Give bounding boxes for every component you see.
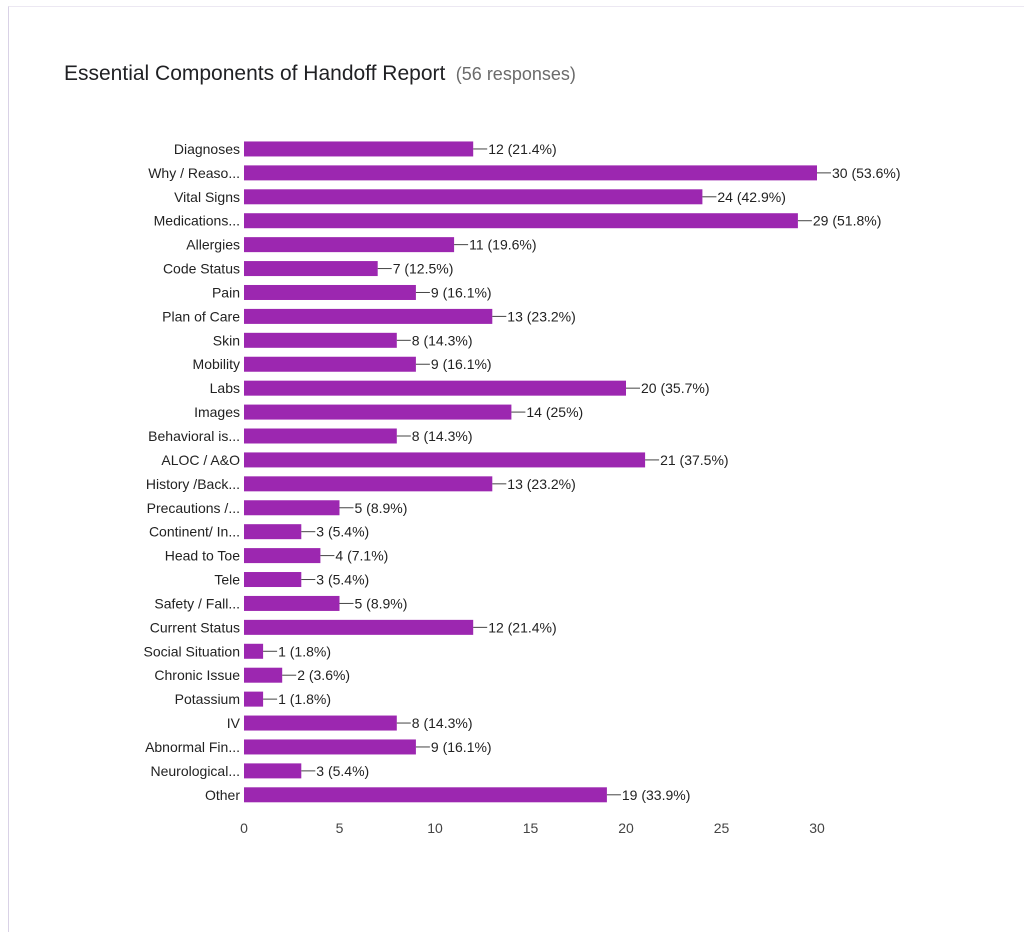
bar — [244, 787, 607, 803]
bar — [244, 404, 512, 420]
bar — [244, 452, 646, 468]
bar — [244, 332, 397, 348]
data-label: 8 (14.3%) — [412, 428, 473, 444]
bar — [244, 524, 302, 540]
category-label: Why / Reaso... — [148, 165, 240, 181]
response-count: (56 responses) — [455, 64, 576, 84]
data-label: 14 (25%) — [526, 404, 583, 420]
category-label: History /Back... — [146, 476, 240, 492]
bar — [244, 213, 798, 229]
data-label: 24 (42.9%) — [717, 189, 785, 205]
bar — [244, 428, 397, 444]
category-label: Medications... — [154, 213, 240, 229]
category-label: Pain — [212, 284, 240, 300]
x-tick-label: 10 — [427, 820, 443, 836]
category-label: Neurological... — [151, 763, 241, 779]
data-label: 5 (8.9%) — [355, 595, 408, 611]
data-label: 3 (5.4%) — [316, 524, 369, 540]
category-label: Labs — [210, 380, 240, 396]
bar — [244, 284, 416, 300]
data-label: 12 (21.4%) — [488, 619, 556, 635]
bar — [244, 165, 817, 181]
data-label: 2 (3.6%) — [297, 667, 350, 683]
category-label: Current Status — [150, 619, 240, 635]
x-tick-label: 5 — [336, 820, 344, 836]
bar — [244, 595, 340, 611]
bar — [244, 476, 493, 492]
bar — [244, 189, 703, 205]
category-label: Allergies — [186, 237, 240, 253]
bar — [244, 500, 340, 516]
data-label: 3 (5.4%) — [316, 572, 369, 588]
category-label: Safety / Fall... — [154, 595, 240, 611]
data-label: 3 (5.4%) — [316, 763, 369, 779]
category-label: Plan of Care — [162, 308, 240, 324]
data-label: 1 (1.8%) — [278, 643, 331, 659]
x-tick-label: 15 — [523, 820, 539, 836]
bar — [244, 763, 302, 779]
data-label: 9 (16.1%) — [431, 739, 492, 755]
chart-card — [8, 6, 1024, 932]
bar — [244, 691, 264, 707]
data-label: 21 (37.5%) — [660, 452, 728, 468]
data-label: 11 (19.6%) — [469, 237, 536, 253]
category-label: Diagnoses — [174, 141, 240, 157]
data-label: 1 (1.8%) — [278, 691, 331, 707]
bar — [244, 619, 474, 635]
category-label: Code Status — [163, 261, 240, 277]
category-label: ALOC / A&O — [161, 452, 240, 468]
category-label: Behavioral is... — [148, 428, 240, 444]
bar — [244, 261, 378, 277]
bar — [244, 667, 283, 683]
data-label: 8 (14.3%) — [412, 332, 473, 348]
data-label: 30 (53.6%) — [832, 165, 900, 181]
category-label: Chronic Issue — [154, 667, 240, 683]
data-label: 9 (16.1%) — [431, 284, 492, 300]
category-label: Images — [194, 404, 240, 420]
data-label: 4 (7.1%) — [335, 548, 388, 564]
bar — [244, 380, 626, 396]
category-label: Abnormal Fin... — [145, 739, 240, 755]
chart-title: Essential Components of Handoff Report — [64, 62, 446, 85]
x-tick-label: 30 — [809, 820, 825, 836]
data-label: 12 (21.4%) — [488, 141, 556, 157]
category-label: Social Situation — [143, 643, 240, 659]
bar — [244, 643, 264, 659]
data-label: 7 (12.5%) — [393, 261, 454, 277]
data-label: 5 (8.9%) — [355, 500, 408, 516]
data-label: 13 (23.2%) — [507, 476, 575, 492]
data-label: 19 (33.9%) — [622, 787, 690, 803]
chart-header: Essential Components of Handoff Report (… — [64, 62, 576, 86]
category-label: Continent/ In... — [149, 524, 240, 540]
x-tick-label: 25 — [714, 820, 730, 836]
data-label: 8 (14.3%) — [412, 715, 473, 731]
data-label: 13 (23.2%) — [507, 308, 575, 324]
category-label: Mobility — [193, 356, 240, 372]
x-axis-ticks: 0 5 10 15 20 25 30 — [240, 820, 825, 836]
data-label: 29 (51.8%) — [813, 213, 881, 229]
bar — [244, 572, 302, 588]
category-label: Precautions /... — [147, 500, 240, 516]
data-label: 9 (16.1%) — [431, 356, 492, 372]
bar — [244, 237, 455, 253]
bar — [244, 356, 416, 372]
bar — [244, 308, 493, 324]
category-label: Other — [205, 787, 240, 803]
category-label: Tele — [214, 572, 240, 588]
data-label: 20 (35.7%) — [641, 380, 709, 396]
category-label: Skin — [213, 332, 240, 348]
bar — [244, 715, 397, 731]
bars-group: Diagnoses 12 (21.4%) Why / Reaso... 30 (53.… — [143, 141, 900, 803]
bar — [244, 739, 416, 755]
bar — [244, 141, 474, 157]
category-label: Head to Toe — [165, 548, 240, 564]
category-label: Potassium — [175, 691, 240, 707]
category-label: IV — [227, 715, 241, 731]
category-label: Vital Signs — [174, 189, 240, 205]
x-tick-label: 20 — [618, 820, 634, 836]
bar — [244, 548, 321, 564]
x-tick-label: 0 — [240, 820, 248, 836]
